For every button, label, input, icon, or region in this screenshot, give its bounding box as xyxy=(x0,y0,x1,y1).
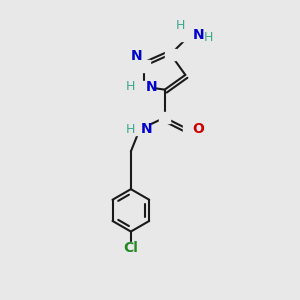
Text: N: N xyxy=(131,49,142,63)
Text: N: N xyxy=(193,28,204,42)
Text: H: H xyxy=(126,80,135,93)
Bar xyxy=(178,29,202,41)
Text: N: N xyxy=(146,80,157,94)
Text: O: O xyxy=(192,122,204,136)
Bar xyxy=(183,124,194,135)
Bar xyxy=(129,124,150,135)
Text: N: N xyxy=(141,122,153,136)
Text: Cl: Cl xyxy=(123,241,138,255)
Text: H: H xyxy=(204,31,213,44)
Bar xyxy=(134,81,154,92)
Text: H: H xyxy=(176,19,185,32)
Bar xyxy=(124,242,138,253)
Text: H: H xyxy=(126,123,135,136)
Bar xyxy=(139,61,150,72)
Bar xyxy=(159,112,170,123)
Bar xyxy=(165,49,176,60)
